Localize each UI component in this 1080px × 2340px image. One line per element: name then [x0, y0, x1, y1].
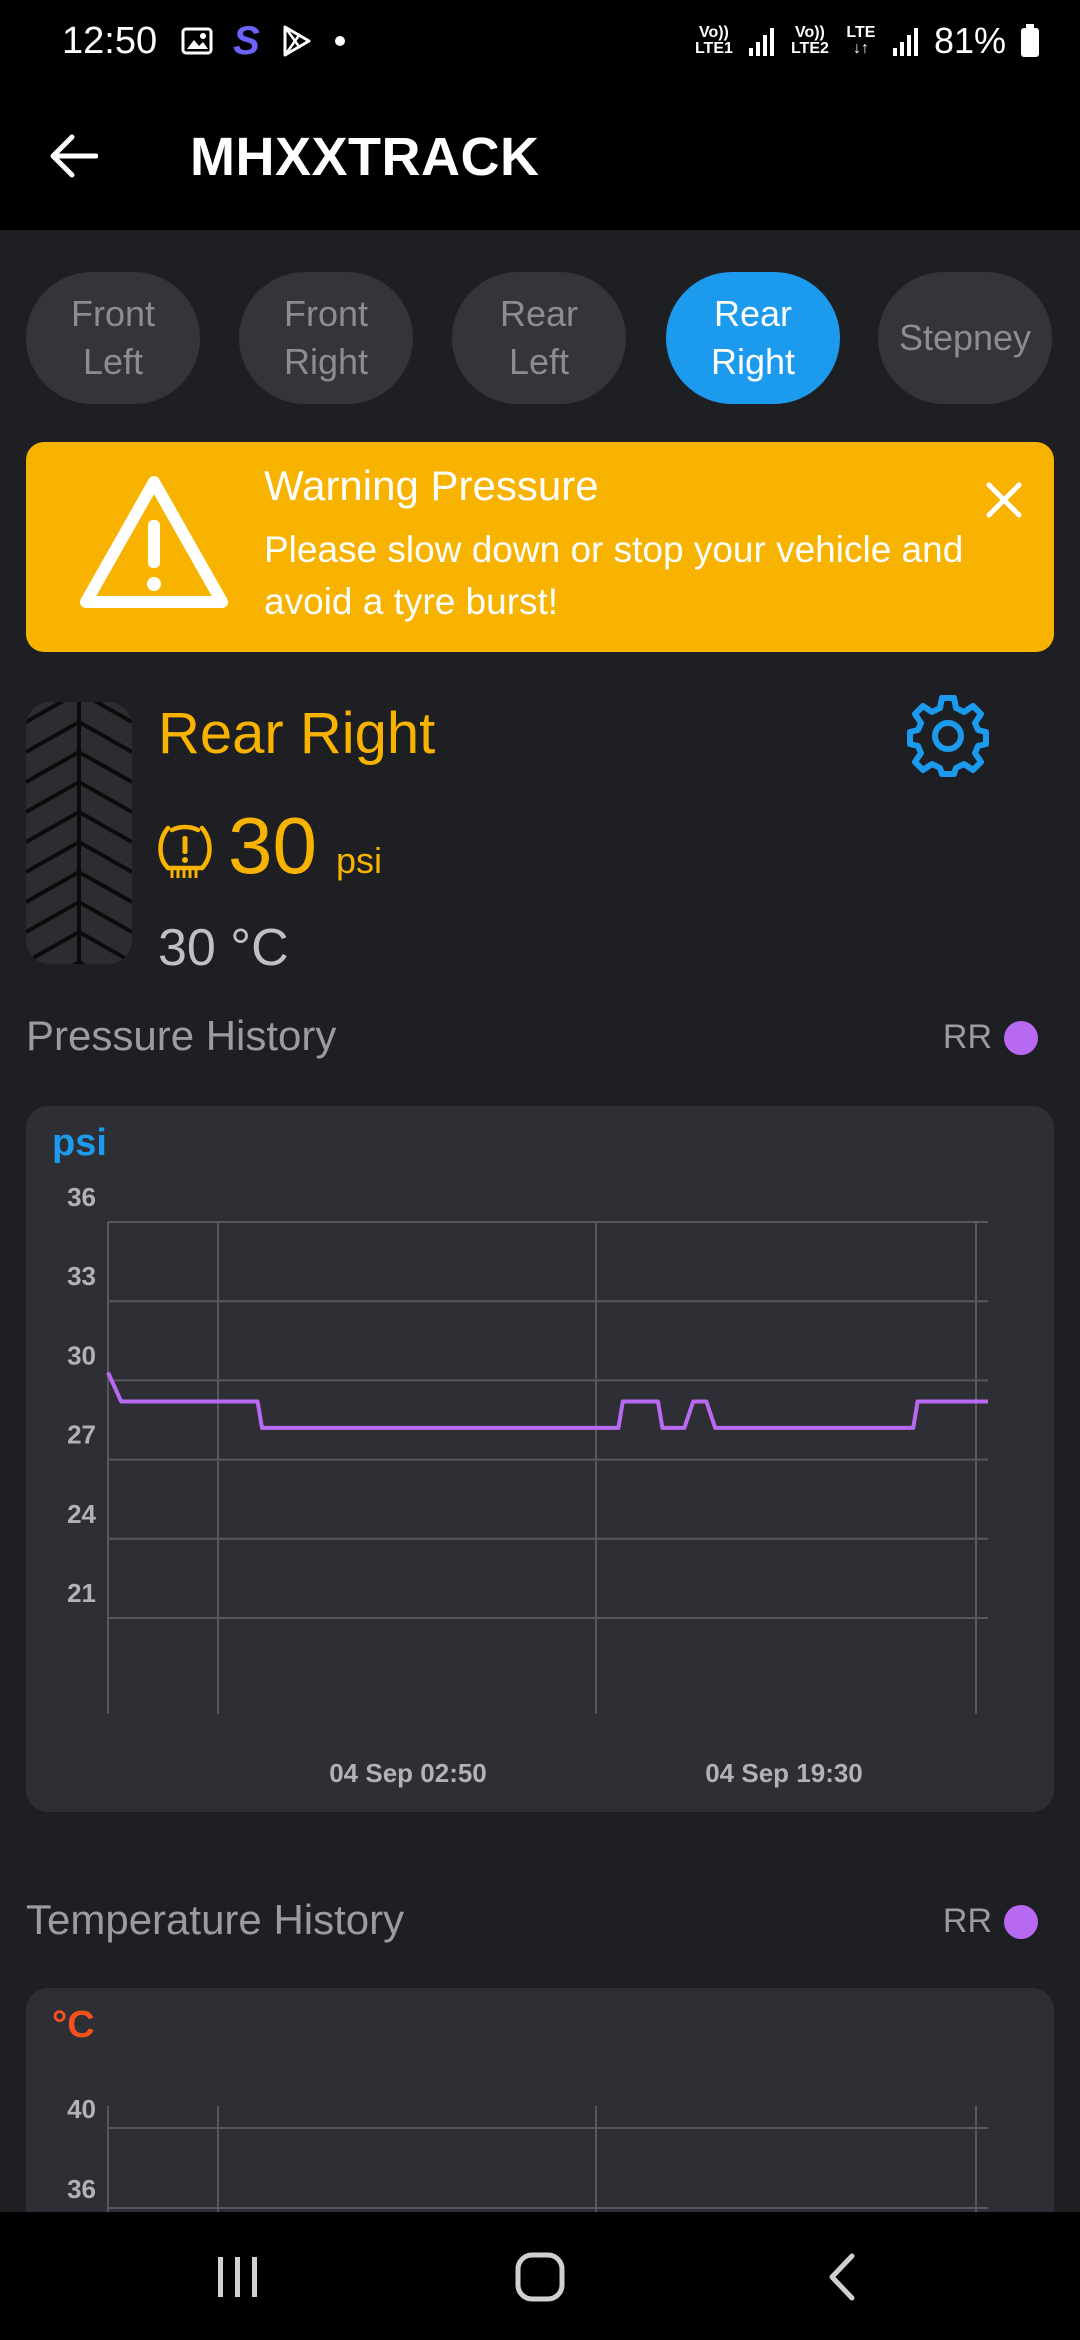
tab-label-line1: Rear [713, 293, 792, 334]
warning-banner: Warning Pressure Please slow down or sto… [26, 442, 1054, 652]
tab-label-line2: Left [508, 341, 570, 382]
pressure-history-title: Pressure History [26, 1012, 337, 1059]
tab-label-line1: Stepney [898, 317, 1032, 358]
chart-unit-label: psi [52, 1122, 107, 1164]
tab-front-right[interactable]: Front Right [239, 272, 413, 404]
y-tick-label: 24 [67, 1499, 96, 1529]
gallery-icon [181, 27, 213, 55]
battery-icon [1021, 24, 1039, 57]
home-button[interactable] [490, 2232, 590, 2322]
tab-label-line1: Front [70, 293, 156, 334]
y-tick-label: 27 [67, 1420, 96, 1450]
close-warning-button[interactable] [976, 472, 1032, 528]
legend-dot-icon [1004, 1020, 1038, 1055]
gear-icon [907, 695, 989, 777]
chevron-left-icon [829, 2253, 855, 2301]
pressure-unit: psi [336, 840, 383, 881]
legend-dot-icon [1004, 1904, 1038, 1939]
pressure-chart-plot: 36 33 30 27 24 21 04 Sep 02:50 04 Sep 19:30 [67, 1182, 988, 1788]
tab-label-line2: Left [82, 341, 144, 382]
series-line-rr [106, 1371, 988, 1430]
temperature-chart-plot: 40 36 [67, 2094, 988, 2288]
signal-sim1-icon [748, 28, 774, 56]
y-tick-label: 30 [67, 1340, 96, 1370]
recent-apps-icon [218, 2257, 257, 2297]
x-tick-label: 04 Sep 02:50 [329, 1758, 487, 1788]
tyre-tread-icon [26, 702, 132, 964]
settings-button[interactable] [906, 694, 990, 778]
status-time: 12:50 [62, 19, 158, 62]
tpms-warning-icon [158, 824, 212, 878]
tab-rear-right[interactable]: Rear Right [666, 272, 840, 404]
tyre-tread-image [26, 702, 132, 964]
legend-label: RR [942, 1018, 992, 1056]
pressure-chart: psi 36 33 30 27 24 21 04 Sep 02:50 04 Sep 19:30 [26, 1106, 1054, 1812]
tab-rear-left[interactable]: Rear Left [452, 272, 626, 404]
recent-apps-button[interactable] [188, 2232, 288, 2322]
pressure-legend: RR [943, 1018, 1038, 1057]
system-icons: Vo)) LTE1 Vo)) LTE2 LTE ↓↑ 81% [694, 20, 1040, 62]
tab-label-line1: Rear [499, 293, 579, 334]
tab-label-line2: Right [283, 341, 369, 382]
y-tick-label: 33 [67, 1261, 96, 1291]
y-tick-label: 36 [67, 2174, 96, 2204]
x-tick-label: 04 Sep 19:30 [705, 1758, 863, 1788]
temperature-value: 30 °C [158, 919, 289, 977]
notification-icons: S [181, 19, 346, 64]
pressure-value: 30 [228, 801, 317, 890]
tyre-name: Rear Right [158, 701, 436, 766]
arrow-left-icon [50, 134, 98, 178]
tab-label-line2: Right [710, 341, 796, 382]
app-title: MHXXTRACK [190, 127, 540, 187]
warning-triangle-icon [80, 476, 228, 608]
tab-label-line1: Front [283, 293, 368, 334]
chart-unit-label: °C [52, 2004, 95, 2046]
tyre-tabs: Front Left Front Right Rear Left Rear Right … [26, 272, 1080, 404]
temperature-legend: RR [943, 1902, 1038, 1941]
home-icon [515, 2252, 565, 2302]
y-tick-label: 36 [67, 1182, 96, 1212]
y-tick-label: 21 [67, 1578, 96, 1608]
legend-label: RR [942, 1902, 992, 1940]
status-bar: 12:50 S Vo)) LTE1 Vo)) LTE2 LTE ↓↑ 81% [0, 0, 1080, 82]
tab-front-left[interactable]: Front Left [26, 272, 200, 404]
warning-message: Please slow down or stop your vehicle an… [264, 529, 964, 622]
more-notifications-dot-icon [334, 36, 345, 46]
app-bar: MHXXTRACK [0, 82, 1080, 230]
back-nav-button[interactable] [792, 2232, 892, 2322]
lte-label: LTE ↓↑ [846, 24, 876, 57]
temperature-history-title: Temperature History [26, 1896, 405, 1943]
system-nav-bar [0, 2212, 1080, 2340]
signal-sim2-icon [892, 28, 918, 56]
play-store-icon [283, 25, 311, 57]
tab-stepney[interactable]: Stepney [878, 272, 1052, 404]
close-icon [986, 482, 1022, 518]
app-s-icon: S [233, 18, 260, 63]
y-tick-label: 40 [67, 2094, 96, 2124]
battery-percent: 81% [933, 20, 1006, 61]
sim2-label: Vo)) LTE2 [790, 24, 829, 57]
warning-title: Warning Pressure [264, 462, 599, 509]
back-button[interactable] [46, 128, 102, 184]
sim1-label: Vo)) LTE1 [694, 24, 733, 57]
